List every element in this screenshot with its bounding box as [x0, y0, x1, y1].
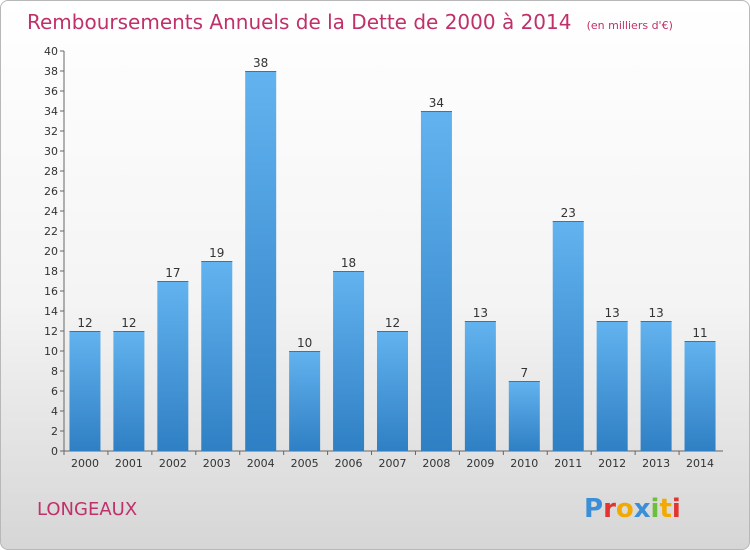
bar-2011 [552, 221, 584, 451]
x-tick-label: 2003 [203, 457, 231, 470]
bar-2013 [640, 321, 672, 451]
data-label-2012: 13 [605, 306, 620, 320]
bar-2006 [333, 271, 365, 451]
x-tick-label: 2001 [115, 457, 143, 470]
x-tick-label: 2004 [247, 457, 275, 470]
data-label-2010: 7 [520, 366, 528, 380]
data-label-2001: 12 [121, 316, 136, 330]
x-tick-label: 2008 [422, 457, 450, 470]
x-tick-label: 2000 [71, 457, 99, 470]
logo-letter: i [651, 494, 660, 524]
y-tick-label: 38 [44, 65, 58, 78]
data-label-2007: 12 [385, 316, 400, 330]
chart-title: Remboursements Annuels de la Dette de 20… [27, 10, 673, 34]
y-tick-label: 6 [51, 385, 58, 398]
y-tick-label: 12 [44, 325, 58, 338]
data-label-2011: 23 [561, 206, 576, 220]
proxiti-logo: Proxiti [584, 494, 681, 524]
data-label-2008: 34 [429, 96, 444, 110]
bar-2000 [69, 331, 101, 451]
bar-2003 [201, 261, 233, 451]
x-tick-label: 2013 [642, 457, 670, 470]
logo-letter: r [603, 494, 616, 524]
y-tick-label: 18 [44, 265, 58, 278]
y-tick-label: 16 [44, 285, 58, 298]
logo-letter: o [616, 494, 634, 524]
logo-letter: P [584, 494, 603, 524]
data-labels: 12 12 17 19 38 10 18 12 34 13 7 23 13 13 11 [77, 56, 707, 380]
bar-2007 [377, 331, 408, 451]
bar-2002 [157, 281, 189, 451]
bar-2004 [245, 71, 277, 451]
bars [69, 71, 716, 451]
x-tick-label: 2014 [686, 457, 714, 470]
y-tick-label: 40 [44, 45, 58, 58]
place-name: LONGEAUX [37, 499, 137, 520]
y-tick-label: 36 [44, 85, 58, 98]
x-tick-label: 2005 [291, 457, 319, 470]
y-tick-label: 30 [44, 145, 58, 158]
logo-letter: x [634, 494, 651, 524]
data-label-2005: 10 [297, 336, 312, 350]
chart-title-main: Remboursements Annuels de la Dette de 20… [27, 10, 571, 34]
x-tick-label: 2002 [159, 457, 187, 470]
data-label-2002: 17 [165, 266, 180, 280]
data-label-2003: 19 [209, 246, 224, 260]
bar-2012 [596, 321, 628, 451]
bar-2009 [464, 321, 496, 451]
x-axis: 2000 2001 2002 2003 2004 2005 2006 2007 2008 2009… [63, 450, 723, 470]
logo-letter: i [672, 494, 681, 524]
y-tick-label: 8 [51, 365, 58, 378]
bar-2001 [113, 331, 145, 451]
data-label-2000: 12 [77, 316, 92, 330]
y-tick-label: 34 [44, 105, 58, 118]
y-tick-label: 22 [44, 225, 58, 238]
data-label-2014: 11 [692, 326, 707, 340]
bar-2005 [289, 351, 321, 451]
x-tick-label: 2011 [554, 457, 582, 470]
logo-letter: t [659, 494, 671, 524]
data-label-2004: 38 [253, 56, 268, 70]
x-tick-label: 2007 [379, 457, 407, 470]
data-label-2009: 13 [473, 306, 488, 320]
bar-2008 [420, 111, 452, 451]
bar-2010 [508, 381, 540, 451]
data-label-2013: 13 [648, 306, 663, 320]
y-tick-label: 28 [44, 165, 58, 178]
x-tick-label: 2012 [598, 457, 626, 470]
y-tick-label: 0 [51, 445, 58, 458]
x-tick-label: 2009 [466, 457, 494, 470]
x-tick-label: 2006 [335, 457, 363, 470]
data-label-2006: 18 [341, 256, 356, 270]
x-tick-label: 2010 [510, 457, 538, 470]
y-tick-label: 4 [51, 405, 58, 418]
bar-2014 [684, 341, 716, 451]
y-tick-label: 24 [44, 205, 58, 218]
chart-unit-note: (en milliers d'€) [587, 19, 673, 32]
y-tick-label: 20 [44, 245, 58, 258]
y-tick-label: 14 [44, 305, 58, 318]
y-tick-label: 10 [44, 345, 58, 358]
y-tick-label: 2 [51, 425, 58, 438]
y-tick-label: 26 [44, 185, 58, 198]
y-tick-label: 32 [44, 125, 58, 138]
